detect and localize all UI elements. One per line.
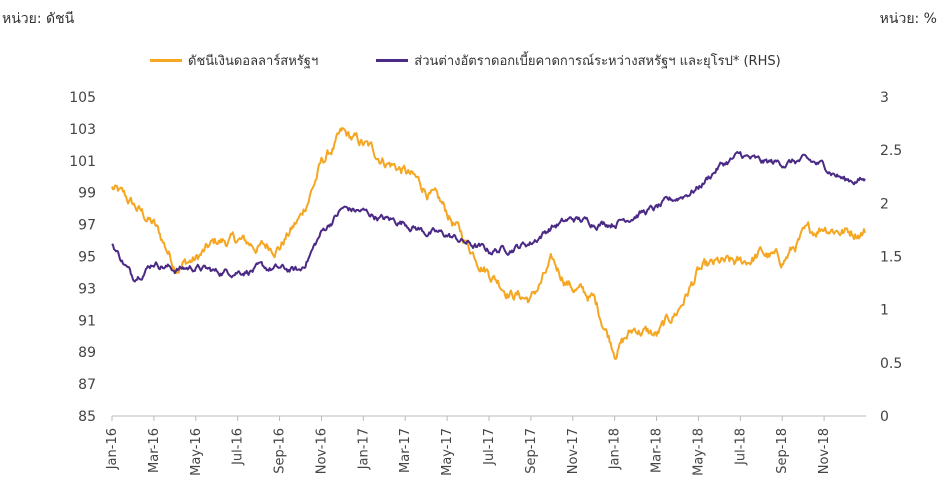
right-axis-tick-label: 0.5 [880, 356, 902, 372]
right-axis-tick-label: 2.5 [880, 143, 902, 159]
x-axis-tick-label: Jan-18 [608, 428, 623, 470]
legend-label-dxy: ดัชนีเงินดอลลาร์สหรัฐฯ [188, 54, 319, 69]
x-axis-tick-label: Sep-16 [273, 428, 288, 474]
left-axis-tick-label: 85 [78, 409, 96, 425]
x-axis-tick-label: Nov-16 [314, 428, 329, 474]
x-axis-tick-label: Sep-18 [775, 428, 790, 474]
left-axis-tick-label: 97 [78, 218, 96, 234]
x-axis-tick-label: May-17 [440, 428, 455, 476]
x-axis-tick-label: Jul-17 [482, 428, 497, 466]
left-axis-tick-label: 103 [69, 122, 96, 138]
legend-item-spread: ส่วนต่างอัตราดอกเบี้ยคาดการณ์ระหว่างสหรั… [376, 50, 781, 71]
x-axis-tick-label: May-18 [691, 428, 706, 476]
x-axis-tick-label: Nov-18 [817, 428, 832, 474]
left-axis-tick-label: 93 [78, 281, 96, 297]
right-axis-tick-label: 3 [880, 90, 889, 106]
left-axis-tick-label: 95 [78, 250, 96, 266]
x-axis-tick-label: Mar-16 [147, 428, 162, 473]
left-axis-tick-label: 89 [78, 345, 96, 361]
left-axis-tick-label: 91 [78, 313, 96, 329]
x-axis-tick-label: May-16 [189, 428, 204, 476]
legend-label-spread: ส่วนต่างอัตราดอกเบี้ยคาดการณ์ระหว่างสหรั… [414, 54, 781, 69]
right-axis-tick-label: 1.5 [880, 250, 902, 266]
x-axis-tick-label: Mar-17 [398, 428, 413, 473]
left-axis-unit-label: หน่วย: ดัชนี [2, 11, 75, 27]
left-axis-tick-label: 99 [78, 186, 96, 202]
legend-swatch-spread [376, 59, 409, 62]
legend-swatch-dxy [150, 59, 182, 62]
legend-item-dxy: ดัชนีเงินดอลลาร์สหรัฐฯ [150, 50, 318, 71]
x-axis-tick-label: Nov-17 [566, 428, 581, 474]
x-axis-tick-label: Mar-18 [650, 428, 665, 473]
chart-legend: ดัชนีเงินดอลลาร์สหรัฐฯ ส่วนต่างอัตราดอกเ… [150, 50, 839, 71]
right-axis-tick-label: 0 [880, 409, 889, 425]
x-axis-tick-label: Jan-17 [356, 428, 371, 470]
right-axis-tick-label: 1 [880, 303, 889, 319]
x-axis-tick-label: Jul-18 [733, 428, 748, 466]
x-axis-tick-label: Jan-16 [105, 428, 120, 470]
right-axis-tick-label: 2 [880, 196, 889, 212]
left-axis-tick-label: 105 [69, 90, 96, 106]
series-line-dxy [111, 126, 866, 360]
x-axis-tick-label: Jul-16 [231, 428, 246, 466]
series-line-rate-spread [111, 150, 866, 283]
x-axis-tick-label: Sep-17 [524, 428, 539, 474]
left-axis-tick-label: 101 [69, 154, 96, 170]
right-axis-unit-label: หน่วย: % [879, 11, 937, 27]
left-axis-tick-label: 87 [78, 377, 96, 393]
